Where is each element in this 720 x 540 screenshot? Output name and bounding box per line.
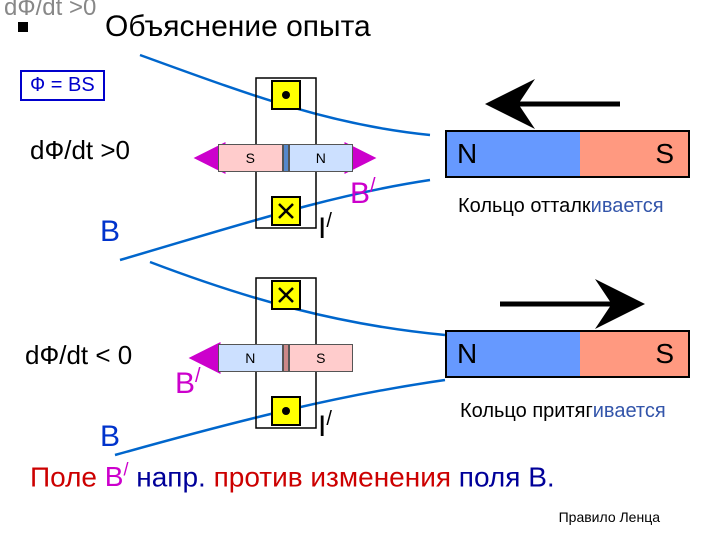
- top-bprime-label: B/: [350, 175, 376, 211]
- top-ring-caption: Кольцо отталкивается: [458, 195, 664, 218]
- title: Объяснение опыта: [105, 10, 371, 44]
- bottom-dphi: dФ/dt < 0: [25, 340, 132, 371]
- bullet: [18, 22, 28, 32]
- diagram-svg: [0, 0, 720, 540]
- bottom-bprime-label: B/: [175, 365, 201, 401]
- bottom-b-label: B: [100, 420, 120, 454]
- top-ring-cross: [271, 196, 301, 226]
- bottom-iprime-label: I/: [318, 408, 332, 444]
- bottom-magnet: N S: [445, 330, 690, 378]
- top-iprime-label: I/: [318, 210, 332, 246]
- conclusion: Поле B/ напр. против изменения поля B.: [30, 460, 555, 493]
- formula-text: Ф = BS: [30, 74, 95, 96]
- bottom-ring-dot: [271, 396, 301, 426]
- formula-box: Ф = BS: [20, 70, 105, 101]
- top-dphi: dФ/dt >0: [30, 135, 130, 166]
- bottom-inner-magnet: N S: [218, 344, 353, 372]
- top-magnet: N S: [445, 130, 690, 178]
- top-inner-magnet: S N: [218, 144, 353, 172]
- bottom-ring-cross: [271, 280, 301, 310]
- top-ring-dot: [271, 80, 301, 110]
- faded-header: dФ/dt >0: [4, 0, 96, 22]
- top-b-label: B: [100, 215, 120, 249]
- footer: Правило Ленца: [559, 509, 660, 525]
- bottom-ring-caption: Кольцо притягивается: [460, 400, 666, 423]
